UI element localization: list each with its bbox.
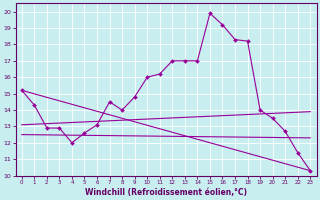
X-axis label: Windchill (Refroidissement éolien,°C): Windchill (Refroidissement éolien,°C) bbox=[85, 188, 247, 197]
